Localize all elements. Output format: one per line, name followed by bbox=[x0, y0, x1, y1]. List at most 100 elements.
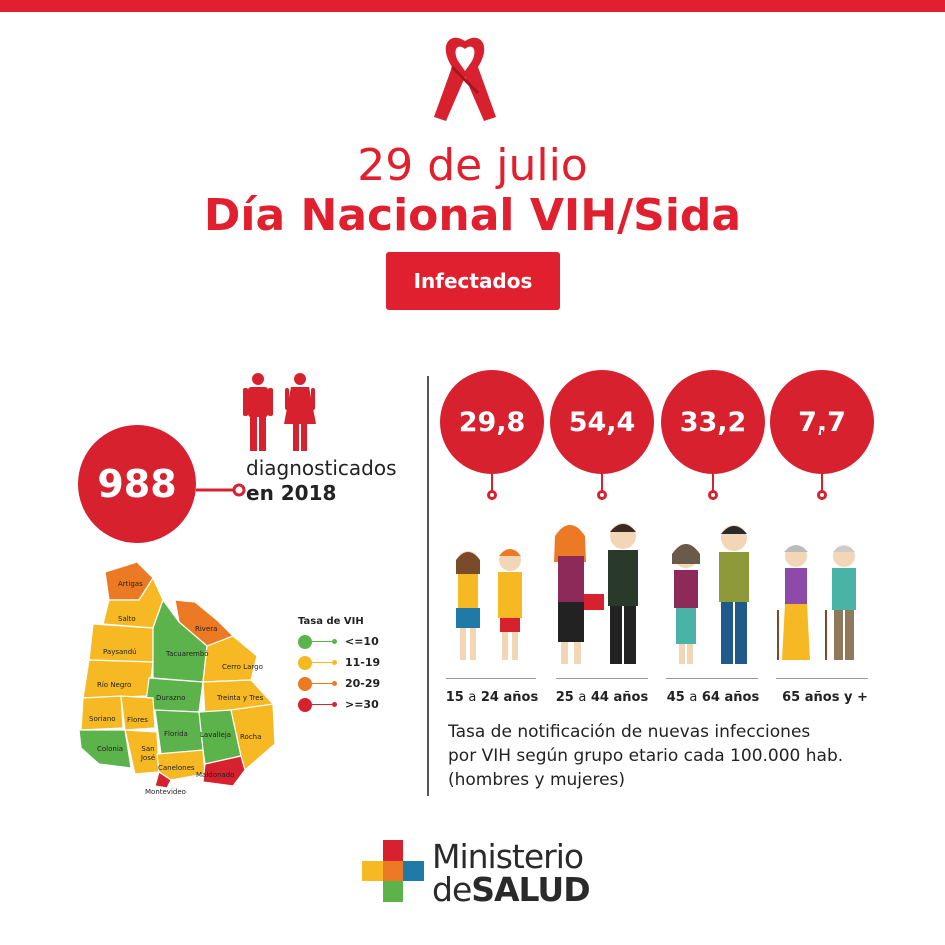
pin-dot bbox=[708, 490, 718, 500]
logo-line2-salud: SALUD bbox=[471, 870, 590, 909]
age-unit: años bbox=[724, 690, 760, 705]
age-baseline bbox=[666, 678, 758, 679]
elderly-woman-figure bbox=[777, 545, 810, 660]
connector-line bbox=[196, 483, 246, 497]
map-label-soriano: Soriano bbox=[89, 715, 116, 723]
map-label-paysandu: Paysandú bbox=[103, 648, 137, 656]
description-line: por VIH según grupo etario cada 100.000 … bbox=[448, 746, 844, 766]
age-sep: a bbox=[578, 690, 587, 705]
pin-line bbox=[601, 430, 603, 500]
pin-dot bbox=[817, 490, 827, 500]
age-sep: a bbox=[689, 690, 698, 705]
diagnosed-label: diagnosticados en 2018 bbox=[246, 456, 397, 506]
adult-woman-figure bbox=[554, 525, 604, 664]
teen-boy-figure bbox=[498, 549, 522, 660]
map-label-tacuarembo: Tacuarembó bbox=[166, 650, 209, 658]
description-line: Tasa de notificación de nuevas infeccion… bbox=[448, 722, 811, 742]
ministry-cross-logo-icon bbox=[362, 840, 424, 902]
legend-row: >=30 bbox=[298, 694, 380, 715]
ministry-logo-text: Ministerio deSALUD bbox=[432, 837, 591, 909]
map-label-rio-negro: Río Negro bbox=[97, 681, 132, 689]
map-label-cerro-largo: Cerro Largo bbox=[222, 663, 263, 671]
rate-description: Tasa de notificación de nuevas infeccion… bbox=[448, 720, 868, 792]
legend-line bbox=[312, 683, 332, 684]
vertical-divider bbox=[427, 376, 429, 796]
legend-label: >=30 bbox=[345, 698, 379, 711]
age-sep: años y bbox=[804, 690, 853, 705]
legend-dot bbox=[332, 639, 337, 644]
diagnosed-label-year: en 2018 bbox=[246, 481, 337, 505]
legend-swatch bbox=[298, 697, 312, 712]
legend-title: Tasa de VIH bbox=[298, 616, 364, 627]
adult-man-figure bbox=[608, 523, 638, 664]
rate-circle-15-24: 29,8 bbox=[440, 370, 544, 474]
legend-label: <=10 bbox=[345, 635, 379, 648]
age-to: 44 bbox=[590, 690, 609, 705]
elderly-man-figure bbox=[825, 545, 856, 660]
event-date: 29 de julio bbox=[357, 140, 588, 191]
map-label-san-jose: San José bbox=[140, 745, 156, 762]
map-label-rocha: Rocha bbox=[240, 733, 262, 741]
age-group-people-illustration bbox=[456, 523, 856, 664]
man-woman-icon bbox=[243, 373, 316, 451]
age-label-45-64: 45 a 64 años bbox=[661, 690, 765, 705]
legend-row: 20-29 bbox=[298, 673, 380, 694]
infectados-badge: Infectados bbox=[386, 252, 560, 310]
middle-man-figure bbox=[719, 525, 749, 664]
legend-dot bbox=[332, 702, 337, 707]
age-from: 45 bbox=[666, 690, 685, 705]
legend-dot bbox=[332, 660, 337, 665]
top-accent-bar bbox=[0, 0, 945, 12]
pin-dot bbox=[487, 490, 497, 500]
diagnosed-count-circle: 988 bbox=[78, 425, 196, 543]
age-from: 65 bbox=[782, 690, 801, 705]
uruguay-map bbox=[78, 561, 275, 789]
map-label-florida: Florida bbox=[164, 730, 188, 738]
age-to: 64 bbox=[701, 690, 720, 705]
map-label-flores: Flores bbox=[127, 716, 148, 724]
map-legend: Tasa de VIH <=10 11-19 20-29 >=30 bbox=[298, 616, 380, 715]
rate-circle-65-plus: 7,7 bbox=[770, 370, 874, 474]
age-label-65-plus: 65 años y + bbox=[770, 690, 880, 705]
legend-row: <=10 bbox=[298, 631, 380, 652]
age-unit: años bbox=[503, 690, 539, 705]
map-label-durazno: Durazno bbox=[156, 694, 186, 702]
age-sep: a bbox=[468, 690, 477, 705]
legend-label: 11-19 bbox=[345, 656, 381, 669]
age-to: 24 bbox=[480, 690, 499, 705]
legend-line bbox=[312, 641, 332, 642]
age-from: 15 bbox=[445, 690, 464, 705]
pin-line bbox=[821, 430, 823, 500]
age-baseline bbox=[446, 678, 536, 679]
age-label-25-44: 25 a 44 años bbox=[550, 690, 654, 705]
legend-swatch bbox=[298, 676, 312, 691]
pin-line bbox=[712, 430, 714, 500]
diagnosed-label-line1: diagnosticados bbox=[246, 456, 397, 480]
pin-dot bbox=[597, 490, 607, 500]
red-ribbon-icon bbox=[434, 37, 496, 121]
age-from: 25 bbox=[555, 690, 574, 705]
map-label-montevideo: Montevideo bbox=[145, 788, 186, 796]
age-to: + bbox=[856, 690, 868, 705]
logo-line2-de: de bbox=[432, 870, 472, 909]
map-label-maldonado: Maldonado bbox=[196, 771, 235, 779]
map-label-treinta-y-tres: Treinta y Tres bbox=[217, 694, 264, 702]
age-baseline bbox=[776, 678, 868, 679]
teen-girl-figure bbox=[456, 551, 480, 660]
map-label-salto: Salto bbox=[118, 615, 136, 623]
legend-swatch bbox=[298, 634, 312, 649]
legend-swatch bbox=[298, 655, 312, 670]
legend-dot bbox=[332, 681, 337, 686]
legend-row: 11-19 bbox=[298, 652, 380, 673]
age-baseline bbox=[556, 678, 648, 679]
description-line: (hombres y mujeres) bbox=[448, 770, 626, 790]
pin-line bbox=[491, 430, 493, 500]
map-label-rivera: Rivera bbox=[195, 625, 218, 633]
age-label-15-24: 15 a 24 años bbox=[440, 690, 544, 705]
logo-line1: Ministerio bbox=[432, 837, 584, 876]
age-unit: años bbox=[613, 690, 649, 705]
legend-line bbox=[312, 704, 332, 705]
map-label-canelones: Canelones bbox=[158, 764, 195, 772]
map-label-artigas: Artigas bbox=[118, 580, 143, 588]
middle-woman-figure bbox=[672, 544, 700, 664]
